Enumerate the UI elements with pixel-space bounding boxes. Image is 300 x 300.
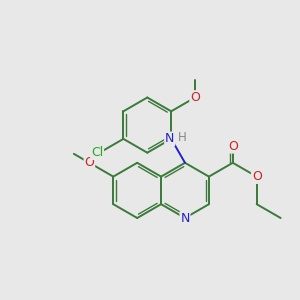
Text: O: O bbox=[190, 91, 200, 104]
Text: Cl: Cl bbox=[91, 146, 103, 159]
Text: O: O bbox=[228, 140, 238, 153]
Text: N: N bbox=[165, 132, 174, 146]
Text: N: N bbox=[180, 212, 190, 225]
Text: O: O bbox=[252, 170, 262, 183]
Text: H: H bbox=[178, 131, 187, 144]
Text: O: O bbox=[85, 156, 94, 169]
